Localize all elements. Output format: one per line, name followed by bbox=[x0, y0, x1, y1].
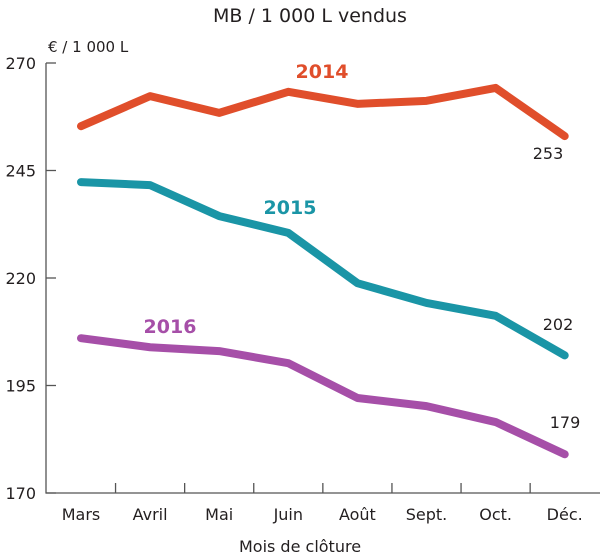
y-tick-label: 270 bbox=[5, 54, 36, 73]
x-category-label: Avril bbox=[133, 505, 168, 524]
x-category-label: Mars bbox=[62, 505, 101, 524]
x-category-label: Déc. bbox=[547, 505, 583, 524]
axes: 270 245 220 195 170 Mars Avril Mai Juin Août Sept.… bbox=[5, 54, 600, 524]
x-category-label: Août bbox=[339, 505, 376, 524]
x-category-label: Sept. bbox=[406, 505, 448, 524]
series-2014: 2014 253 bbox=[77, 61, 569, 163]
x-category-label: Juin bbox=[273, 505, 303, 524]
series-line-2016 bbox=[77, 334, 569, 459]
y-tick-label: 245 bbox=[5, 162, 36, 181]
series-line-2014 bbox=[77, 83, 569, 141]
x-category-label: Oct. bbox=[479, 505, 512, 524]
series-name-label: 2015 bbox=[264, 197, 317, 219]
series-name-label: 2016 bbox=[144, 316, 197, 338]
end-value-label: 253 bbox=[533, 144, 564, 163]
y-tick-label: 170 bbox=[5, 484, 36, 503]
series-2016: 2016 179 bbox=[77, 316, 581, 459]
series-name-label: 2014 bbox=[296, 61, 349, 83]
end-value-label: 179 bbox=[550, 413, 581, 432]
series-2015: 2015 202 bbox=[77, 178, 574, 360]
y-tick-label: 195 bbox=[5, 377, 36, 396]
series-line-2015 bbox=[77, 178, 569, 360]
x-axis-title: Mois de clôture bbox=[239, 537, 361, 556]
y-axis-unit-label: € / 1 000 L bbox=[48, 38, 129, 56]
series-group: 2014 253 2015 202 2016 179 bbox=[77, 61, 581, 459]
x-category-label: Mai bbox=[205, 505, 233, 524]
chart-title: MB / 1 000 L vendus bbox=[213, 5, 407, 27]
y-tick-label: 220 bbox=[5, 269, 36, 288]
end-value-label: 202 bbox=[543, 315, 574, 334]
